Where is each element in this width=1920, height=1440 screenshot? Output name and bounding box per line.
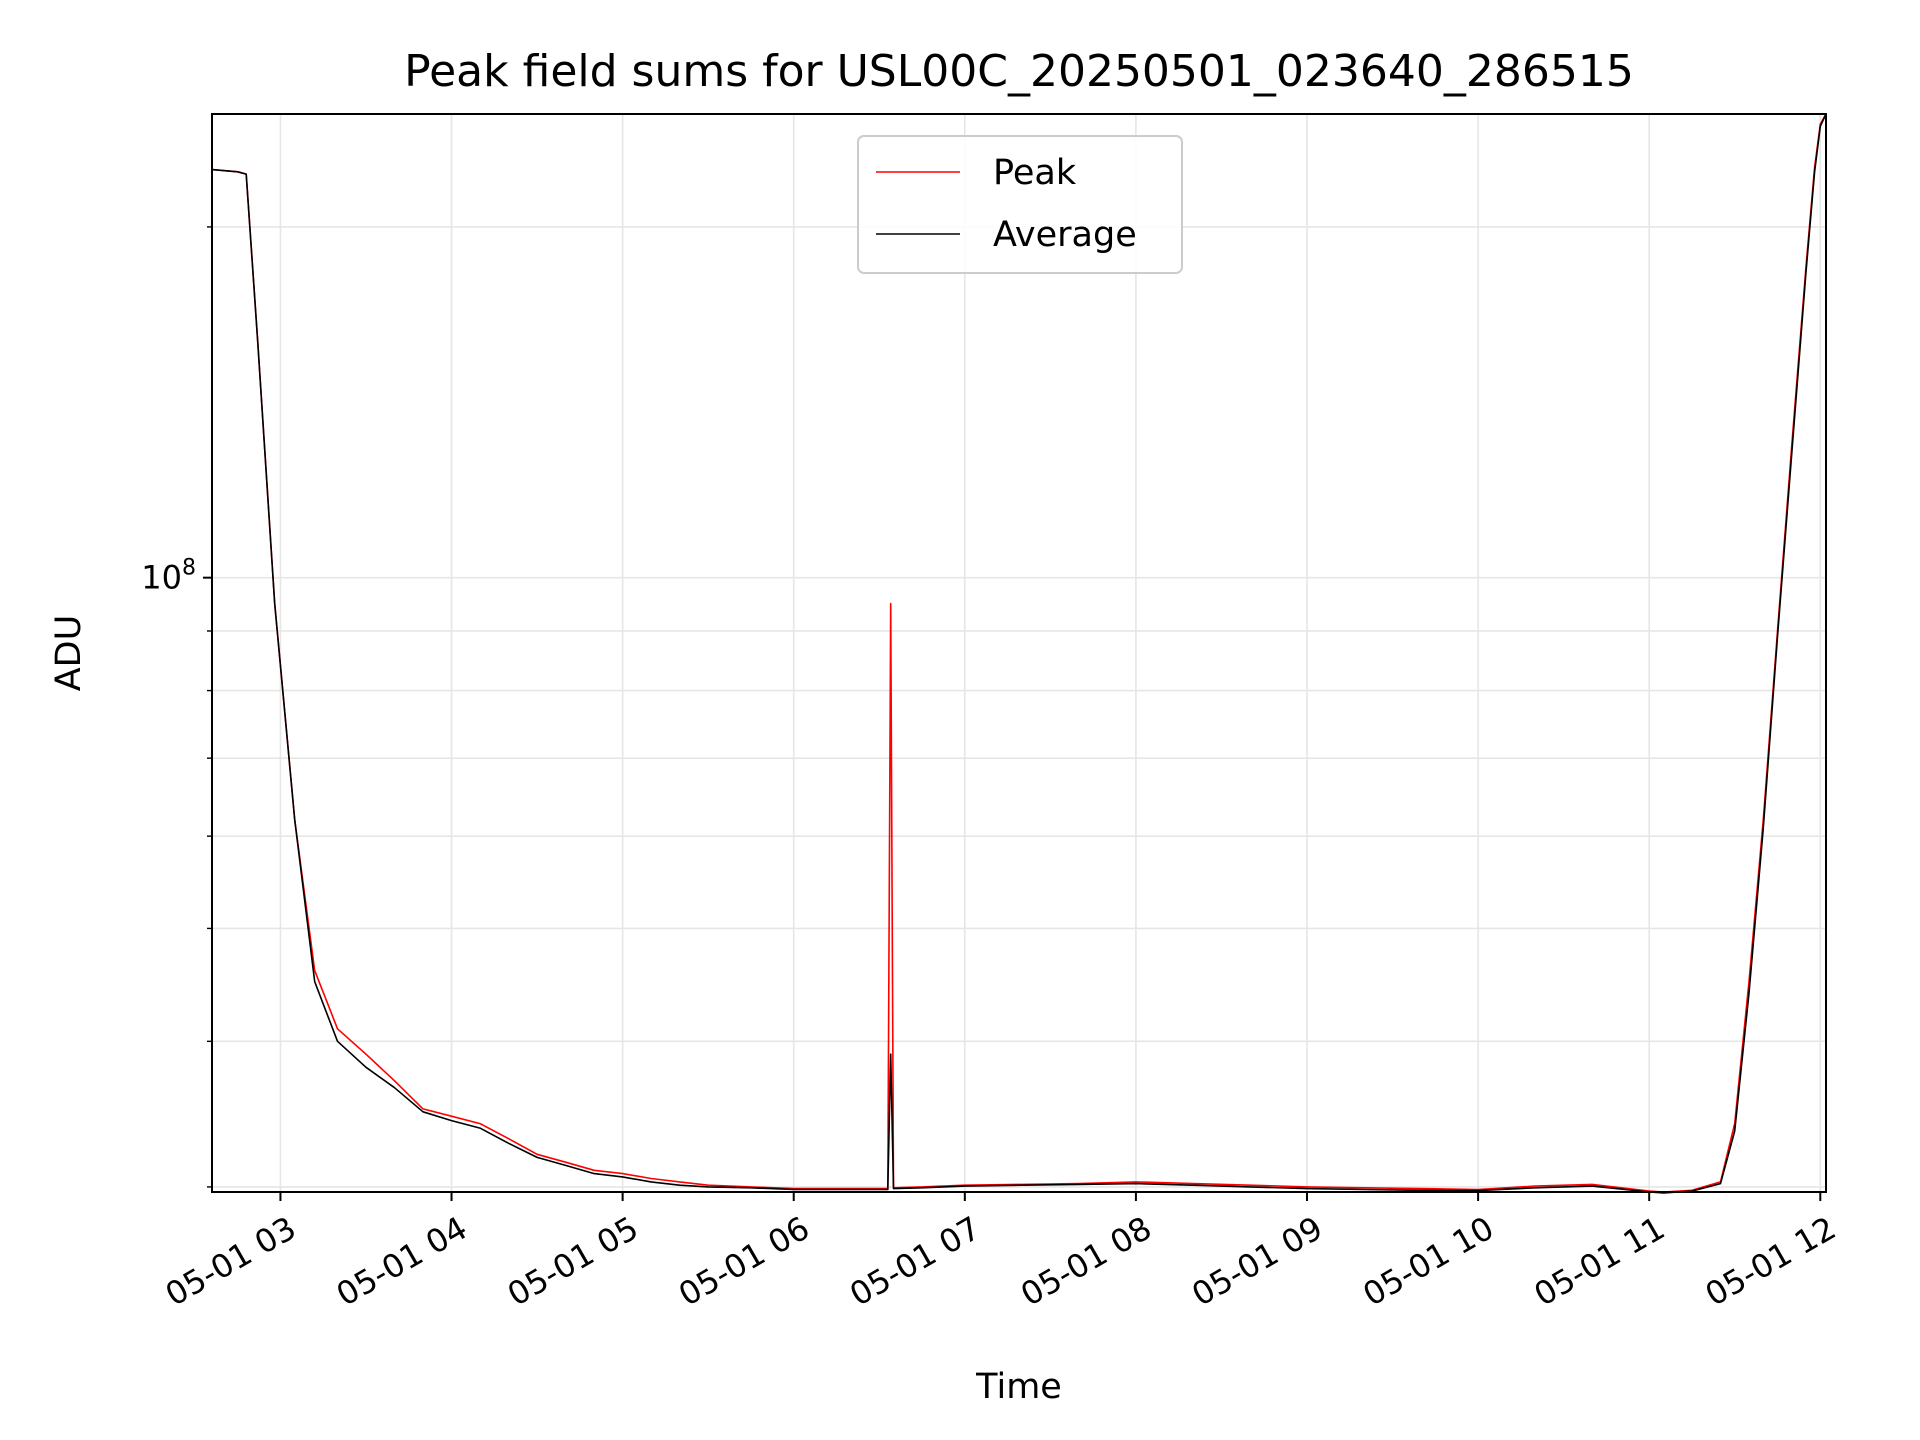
y-axis-label: ADU [49,615,89,692]
y-tick-label: 108 [141,556,196,597]
y-axis-ticks: 108 [141,226,212,1188]
chart-title: Peak field sums for USL00C_20250501_0236… [404,46,1634,97]
legend-box [857,135,1183,274]
x-axis-label: Time [975,1367,1062,1407]
plot-frame [211,113,1827,1193]
series-line-average [211,113,1827,1194]
data-series [211,113,1827,1194]
legend: Peak Average [857,135,1183,274]
legend-label-average: Average [993,215,1137,255]
legend-label-peak: Peak [993,153,1077,193]
